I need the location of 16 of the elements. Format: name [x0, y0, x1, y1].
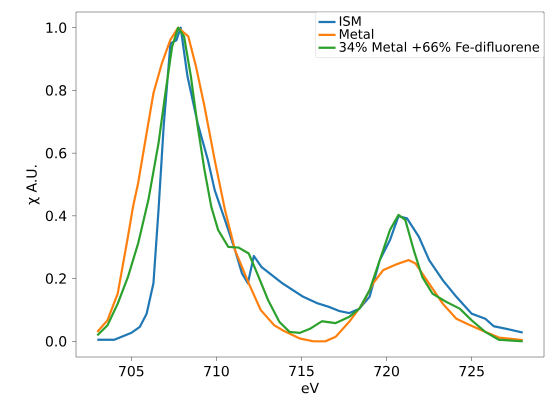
y-tick-label: 1.0 [46, 22, 66, 33]
y-tick-label: 0.4 [46, 210, 66, 222]
x-axis-title: eV [302, 382, 319, 394]
y-tick-label: 0.6 [46, 148, 66, 158]
x-tick-label: 710 [204, 366, 229, 376]
y-axis-title: χ A.U. [26, 166, 40, 205]
y-tick-label: 0.0 [46, 336, 66, 347]
x-tick-label: 725 [460, 366, 484, 376]
legend-label: 34% Metal +66% Fe-difluorene [340, 42, 540, 52]
legend-label: ISM [340, 16, 361, 26]
y-tick-label: 0.2 [46, 273, 66, 284]
legend-label: Metal [340, 28, 374, 39]
x-tick-label: 705 [119, 366, 144, 376]
y-tick-label: 0.8 [46, 85, 66, 96]
x-tick-label: 715 [289, 366, 314, 376]
x-tick-label: 720 [374, 366, 399, 376]
